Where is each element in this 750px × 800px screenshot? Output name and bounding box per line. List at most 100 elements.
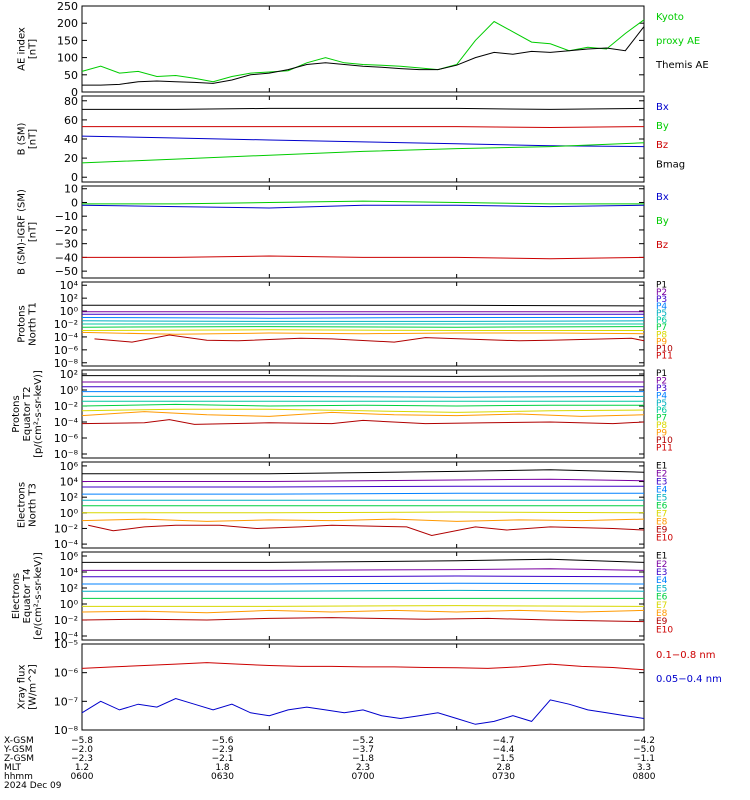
y-tick-label: 10⁶ <box>60 550 79 563</box>
x-tick-value: −4.2 <box>633 736 655 746</box>
legend-entry: E8 <box>656 517 668 527</box>
series-line-orange <box>81 609 645 614</box>
y-tick-label: 60 <box>64 114 78 127</box>
y-tick-label: 50 <box>64 69 78 82</box>
panel-bigrf: 100−10−20−30−40−50 B (SM)-IGRF (SM) [nT] Bx… <box>17 183 669 279</box>
legend-entry: Bz <box>656 140 668 151</box>
series-line-blue <box>81 135 645 148</box>
legend-entry: P8 <box>656 421 667 431</box>
series-line-green <box>81 19 645 83</box>
series-line-teal <box>81 320 645 322</box>
legend-entry: P7 <box>656 414 667 424</box>
y-tick-label: 40 <box>64 133 78 146</box>
y-tick-label: 10² <box>60 292 78 305</box>
legend-entry: 0.05−0.4 nm <box>656 674 722 685</box>
panel-bsm: 0 20 40 60 80 B (SM) [nT] Bx By Bz Bmag <box>17 95 686 184</box>
legend-entry: E3 <box>656 477 667 487</box>
legend-entry: Bmag <box>656 159 685 170</box>
legend-entry: E3 <box>656 568 667 578</box>
y-tick-label: 10⁻⁴ <box>54 416 79 429</box>
y-axis-label: B (SM)-IGRF (SM) <box>17 189 28 275</box>
y-tick-label: 10⁻⁸ <box>54 357 79 370</box>
x-tick-value: 3.3 <box>637 763 651 773</box>
legend-entry: By <box>656 216 669 227</box>
legend-entry: P6 <box>656 316 667 326</box>
legend-entry: Kyoto <box>656 12 684 23</box>
panel-frame <box>81 643 645 731</box>
x-row-label: 2024 Dec 09 <box>4 781 62 791</box>
y-tick-label: 20 <box>64 152 78 165</box>
y-axis-label: B (SM) <box>17 122 28 155</box>
series-line-dred <box>81 617 645 623</box>
series-line-yellow <box>81 408 645 413</box>
y-tick-label: 10⁻⁴ <box>54 538 79 551</box>
y-tick-label: 10⁻⁶ <box>54 432 79 445</box>
x-tick-value: 0600 <box>71 772 94 782</box>
series-line-black <box>82 26 645 86</box>
series-line-blue <box>81 697 645 725</box>
y-tick-label: 10⁰ <box>60 305 79 318</box>
y-tick-label: 10⁻⁴ <box>54 331 79 344</box>
y-axis-label: [nT] <box>28 222 39 242</box>
panel-frame <box>81 185 645 279</box>
legend-entry: Bx <box>656 102 669 113</box>
y-axis-label: Electrons <box>11 573 22 619</box>
x-tick-value: −2.0 <box>71 745 93 755</box>
y-tick-label: 10² <box>60 582 78 595</box>
x-tick-value: −5.0 <box>633 745 655 755</box>
y-tick-label: 10⁻² <box>54 400 78 413</box>
legend-entry: P10 <box>656 344 673 354</box>
y-tick-label: 10⁰ <box>60 384 79 397</box>
x-tick-value: −2.3 <box>71 754 93 764</box>
y-tick-label: 10² <box>60 368 78 381</box>
legend-entry: E10 <box>656 625 673 635</box>
series-line-teal <box>82 395 645 398</box>
y-axis-label: North T3 <box>28 483 39 527</box>
panel-ae: 0 50 100 150 200 250 AE index [nT] Kyoto proxy AE… <box>17 0 709 99</box>
series-line-indigo <box>82 485 644 488</box>
series-line-dred <box>81 419 645 425</box>
legend-entry: E2 <box>656 469 667 479</box>
series-line-yellow <box>82 511 645 514</box>
y-tick-label: 250 <box>57 0 78 13</box>
series-line-red <box>82 255 645 260</box>
panel-frame <box>81 461 645 549</box>
legend-entry: Bz <box>656 240 668 251</box>
legend-entry: E2 <box>656 560 667 570</box>
series-line-black <box>82 558 645 563</box>
x-tick-value: 1.8 <box>215 763 230 773</box>
y-tick-label: 100 <box>57 52 78 65</box>
legend-entry: E7 <box>656 601 667 611</box>
legend-entry: E4 <box>656 485 668 495</box>
legend-entry: P5 <box>656 399 667 409</box>
legend-entry: P2 <box>656 288 667 298</box>
legend-entry: P5 <box>656 309 667 319</box>
y-tick-label: 10⁻⁶ <box>54 667 79 680</box>
series-line-orange <box>81 518 645 522</box>
series-line-dred <box>94 334 645 343</box>
y-tick-label: 0 <box>71 86 78 99</box>
x-tick-value: −4.4 <box>493 745 515 755</box>
series-line-lblue <box>82 492 644 495</box>
y-tick-label: −20 <box>55 224 78 237</box>
series-line-teal <box>82 589 645 592</box>
y-tick-label: 10⁴ <box>60 566 79 579</box>
y-tick-label: 10⁴ <box>60 476 79 489</box>
y-tick-label: 10⁻⁷ <box>54 695 78 708</box>
y-axis-label: [nT] <box>28 129 39 149</box>
y-axis-label: Protons <box>17 305 28 342</box>
x-row-label: Z-GSM <box>4 754 34 764</box>
y-tick-label: −10 <box>55 210 78 223</box>
legend-entry: P10 <box>656 436 673 446</box>
x-tick-value: −1.1 <box>633 754 655 764</box>
y-tick-label: −30 <box>55 238 78 251</box>
y-tick-label: 80 <box>64 95 78 108</box>
y-tick-label: 10⁻² <box>54 614 78 627</box>
legend-entry: P4 <box>656 302 667 312</box>
y-axis-label: Equator T2 <box>22 387 33 442</box>
y-axis-label: North T1 <box>28 302 39 346</box>
panel-xray: 10⁻⁵ 10⁻⁶ 10⁻⁷ 10⁻⁸ Xray flux [W/m^2] 0.1−0.8 … <box>17 638 722 737</box>
x-tick-value: 2.8 <box>496 763 511 773</box>
y-tick-label: 10⁻² <box>54 318 78 331</box>
legend-entry: P3 <box>656 384 667 394</box>
